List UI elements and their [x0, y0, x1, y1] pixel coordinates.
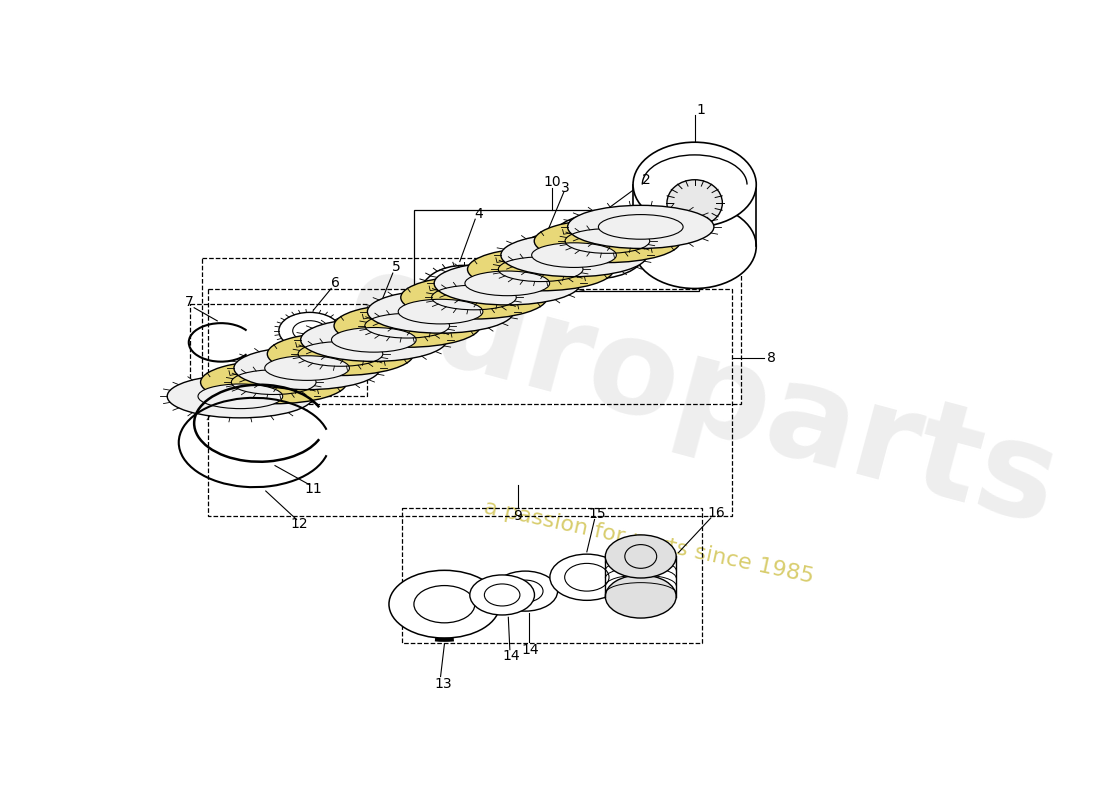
Text: europarts: europarts — [333, 241, 1071, 552]
Text: a passion for parts since 1985: a passion for parts since 1985 — [482, 498, 815, 587]
Ellipse shape — [468, 248, 614, 291]
Ellipse shape — [470, 575, 535, 615]
Ellipse shape — [667, 180, 723, 226]
Ellipse shape — [234, 346, 381, 390]
Text: 6: 6 — [331, 276, 340, 290]
Ellipse shape — [484, 584, 520, 606]
Ellipse shape — [605, 575, 676, 618]
Ellipse shape — [167, 374, 314, 418]
Text: 15: 15 — [588, 507, 606, 521]
Ellipse shape — [414, 586, 475, 623]
Ellipse shape — [507, 580, 543, 602]
Ellipse shape — [564, 563, 609, 591]
Bar — [190, 304, 367, 396]
Text: 4: 4 — [475, 207, 483, 221]
Ellipse shape — [265, 356, 350, 380]
Text: 7: 7 — [185, 295, 194, 310]
Ellipse shape — [293, 321, 327, 341]
Text: 12: 12 — [290, 517, 308, 531]
Ellipse shape — [367, 290, 514, 333]
Ellipse shape — [398, 299, 483, 324]
Text: 10: 10 — [543, 175, 561, 190]
Ellipse shape — [421, 266, 506, 319]
Bar — [403, 508, 703, 642]
Ellipse shape — [438, 276, 490, 309]
Ellipse shape — [535, 219, 681, 262]
Ellipse shape — [434, 262, 581, 305]
Bar — [202, 258, 741, 404]
Ellipse shape — [200, 361, 346, 404]
Ellipse shape — [512, 233, 601, 290]
Bar — [208, 289, 732, 516]
Ellipse shape — [531, 243, 616, 267]
Ellipse shape — [198, 384, 283, 409]
Ellipse shape — [625, 545, 657, 568]
Ellipse shape — [267, 332, 414, 375]
Ellipse shape — [568, 206, 714, 249]
Ellipse shape — [300, 318, 447, 362]
Ellipse shape — [634, 142, 757, 227]
Text: 13: 13 — [434, 678, 452, 691]
Text: 9: 9 — [513, 509, 522, 522]
Text: 16: 16 — [707, 506, 725, 519]
Ellipse shape — [400, 276, 547, 319]
Ellipse shape — [571, 228, 626, 264]
Ellipse shape — [549, 214, 649, 278]
Ellipse shape — [500, 234, 647, 277]
Ellipse shape — [493, 571, 558, 611]
Text: 1: 1 — [696, 103, 705, 117]
Ellipse shape — [389, 570, 499, 638]
Ellipse shape — [634, 204, 757, 289]
Ellipse shape — [527, 243, 585, 280]
Text: 14: 14 — [521, 642, 539, 657]
Text: 2: 2 — [641, 173, 650, 187]
Ellipse shape — [550, 554, 624, 600]
Ellipse shape — [278, 312, 341, 350]
Text: 8: 8 — [767, 350, 777, 365]
Ellipse shape — [331, 327, 416, 352]
Text: 14: 14 — [503, 649, 520, 662]
Text: 3: 3 — [561, 181, 570, 194]
Bar — [414, 210, 698, 291]
Ellipse shape — [334, 304, 481, 347]
Text: 5: 5 — [392, 260, 400, 274]
Ellipse shape — [465, 271, 550, 296]
Text: 11: 11 — [305, 482, 322, 497]
Ellipse shape — [605, 535, 676, 578]
Ellipse shape — [598, 214, 683, 239]
